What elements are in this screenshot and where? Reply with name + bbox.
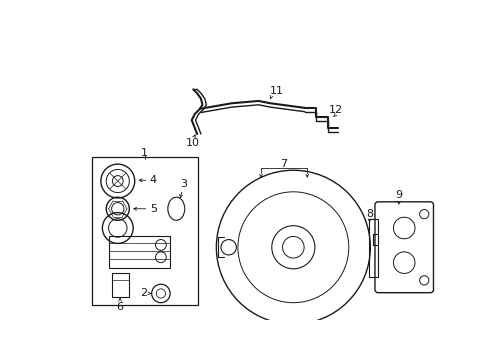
Text: 9: 9 bbox=[394, 190, 402, 200]
Text: 8: 8 bbox=[365, 209, 372, 219]
Text: 3: 3 bbox=[180, 179, 187, 189]
Text: 10: 10 bbox=[186, 138, 200, 148]
Bar bbox=[108, 236, 170, 268]
Text: 1: 1 bbox=[141, 148, 148, 158]
Bar bbox=[368, 219, 377, 276]
Text: 6: 6 bbox=[116, 302, 123, 311]
Text: 12: 12 bbox=[328, 105, 342, 115]
Bar bbox=[111, 273, 128, 297]
Text: 2: 2 bbox=[140, 288, 147, 298]
Text: 5: 5 bbox=[149, 204, 156, 214]
Bar bbox=[91, 157, 198, 305]
Text: 11: 11 bbox=[269, 86, 283, 96]
Text: 4: 4 bbox=[149, 175, 157, 185]
Text: 7: 7 bbox=[280, 159, 287, 169]
